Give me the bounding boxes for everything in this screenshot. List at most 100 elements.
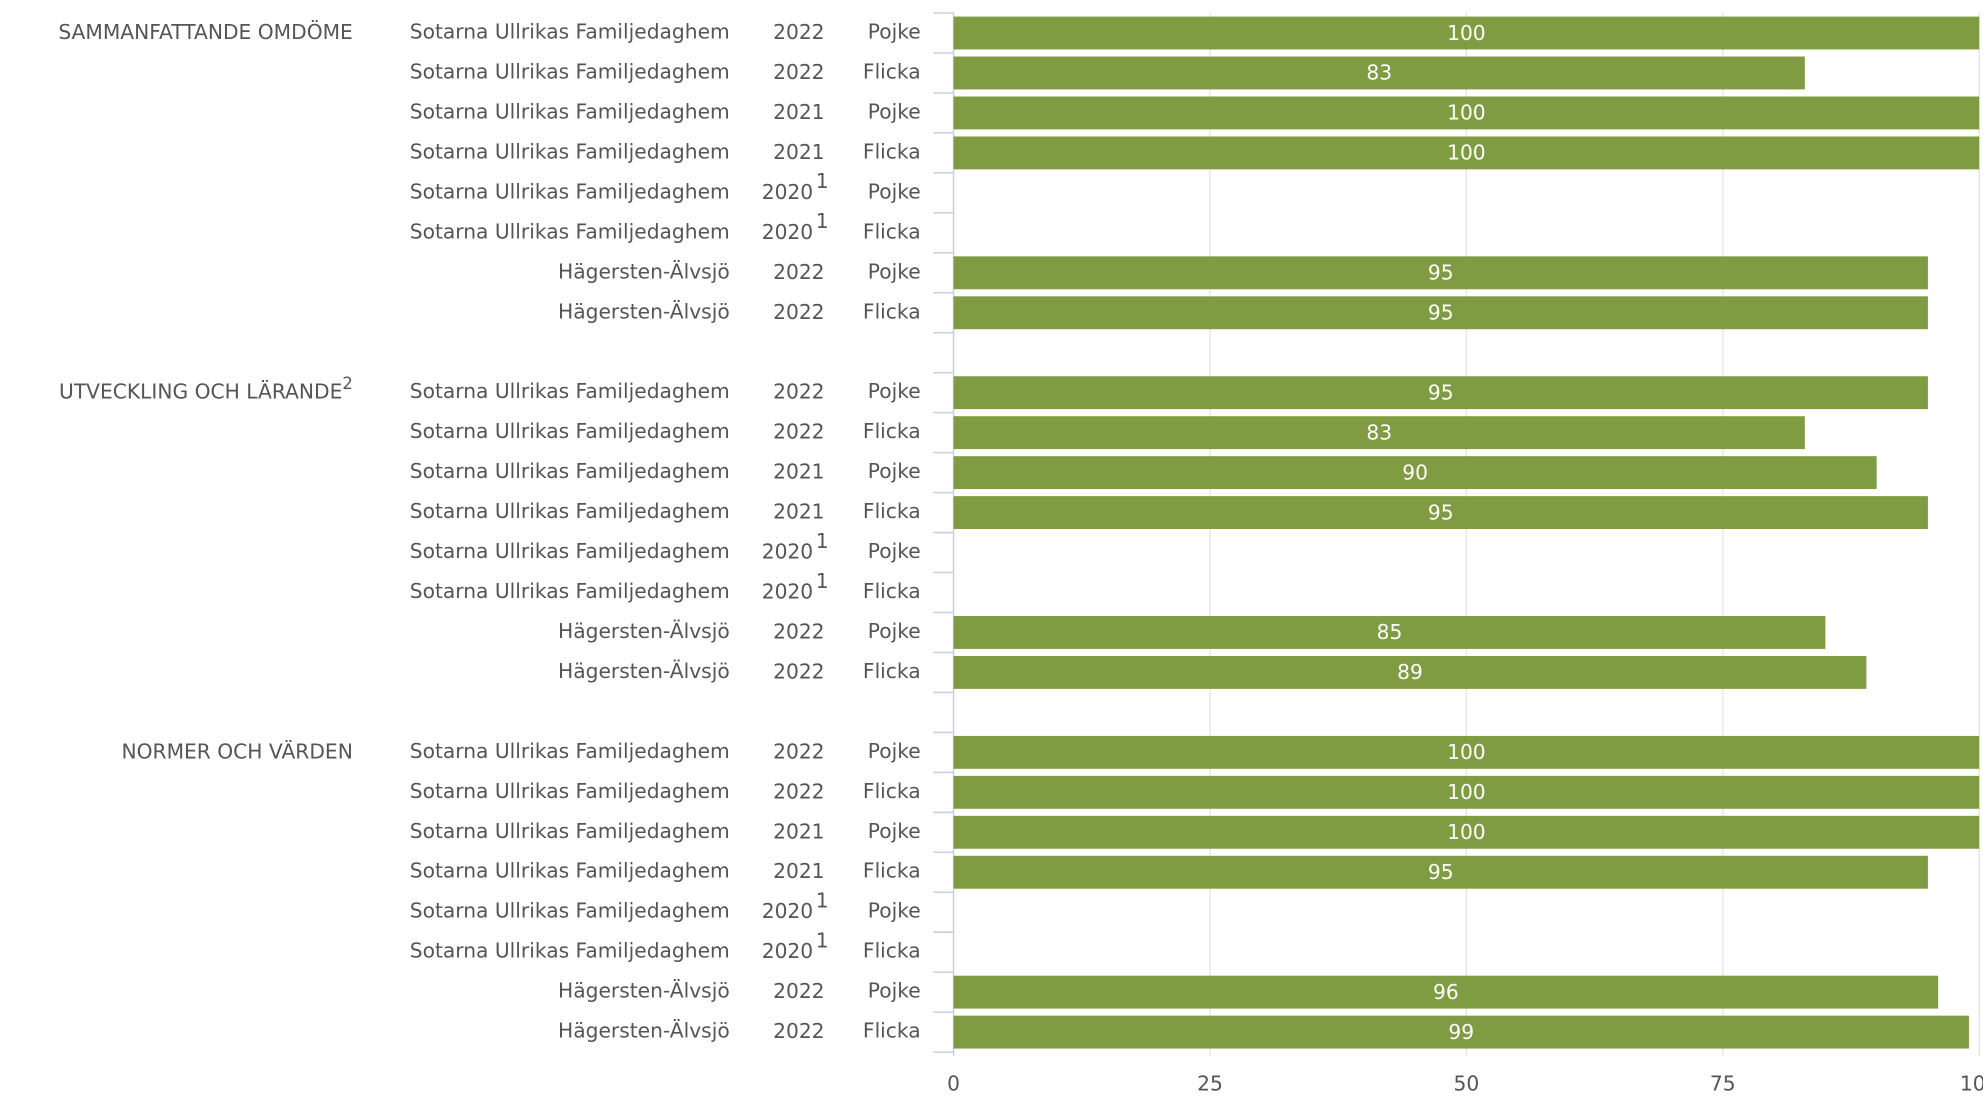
value-label: 89: [1397, 660, 1423, 684]
bar: [953, 735, 1980, 769]
year: 2022: [773, 619, 824, 643]
group-name: NORMER OCH VÄRDEN: [121, 739, 352, 763]
year: 2021: [773, 99, 824, 123]
gender-label: Flicka: [863, 579, 921, 603]
gender-label: Pojke: [868, 99, 921, 123]
value-label: 83: [1366, 61, 1392, 85]
year: 2021: [773, 819, 824, 843]
group-label: SAMMANFATTANDE OMDÖME: [58, 20, 352, 44]
group-label: UTVECKLING OCH LÄRANDE2: [59, 373, 353, 403]
year-note: 1: [816, 209, 829, 233]
value-label: 100: [1447, 820, 1486, 844]
year: 2020: [762, 179, 813, 203]
bar: [953, 376, 1928, 410]
year-note: 1: [816, 569, 829, 593]
unit-label: Hägersten-Älvsjö: [558, 619, 730, 643]
year-label: 2022: [773, 419, 824, 443]
unit-label: Sotarna Ullrikas Familjedaghem: [410, 539, 730, 563]
year-note: 1: [816, 889, 829, 913]
group-label: NORMER OCH VÄRDEN: [121, 739, 352, 763]
year-label: 2022: [773, 59, 824, 83]
year-label: 2020: [762, 219, 813, 243]
year: 2021: [773, 139, 824, 163]
bar: [953, 655, 1867, 689]
gender-label: Pojke: [868, 259, 921, 283]
unit-label: Sotarna Ullrikas Familjedaghem: [410, 779, 730, 803]
value-label: 100: [1447, 141, 1486, 165]
year: 2022: [773, 659, 824, 683]
value-label: 90: [1402, 460, 1428, 484]
year-label: 2022: [773, 379, 824, 403]
bar: [953, 855, 1928, 889]
year-label: 2020: [762, 899, 813, 923]
value-label: 83: [1366, 420, 1392, 444]
x-tick-label: 0: [947, 1072, 960, 1096]
year: 2022: [773, 419, 824, 443]
year: 2020: [762, 899, 813, 923]
gender-label: Pojke: [868, 179, 921, 203]
gender-label: Pojke: [868, 379, 921, 403]
year-label: 2022: [773, 779, 824, 803]
unit-label: Sotarna Ullrikas Familjedaghem: [410, 419, 730, 443]
labels: 0 25 50 75 100 SAMMANFATTANDE OMDÖME Sotarna U…: [58, 20, 1983, 1096]
year-label: 2022: [773, 259, 824, 283]
year-note: 1: [816, 929, 829, 953]
bar: [953, 296, 1928, 330]
x-tick-label: 100: [1960, 1072, 1983, 1096]
unit-label: Sotarna Ullrikas Familjedaghem: [410, 499, 730, 523]
bar: [953, 775, 1980, 809]
gender-label: Pojke: [868, 459, 921, 483]
unit-label: Sotarna Ullrikas Familjedaghem: [410, 59, 730, 83]
year-label: 2022: [773, 20, 824, 44]
gender-label: Pojke: [868, 20, 921, 44]
year-label: 2020: [762, 579, 813, 603]
year-label: 2022: [773, 979, 824, 1003]
unit-label: Sotarna Ullrikas Familjedaghem: [410, 939, 730, 963]
gender-label: Pojke: [868, 619, 921, 643]
bar: [953, 416, 1805, 450]
year-note: 1: [816, 169, 829, 193]
year-label: 2021: [773, 819, 824, 843]
value-label: 96: [1433, 980, 1459, 1004]
gender-label: Flicka: [863, 419, 921, 443]
unit-label: Hägersten-Älvsjö: [558, 259, 730, 283]
bar: [953, 16, 1980, 50]
bar: [953, 256, 1928, 290]
year: 2022: [773, 979, 824, 1003]
year: 2022: [773, 259, 824, 283]
year: 2020: [762, 939, 813, 963]
unit-label: Sotarna Ullrikas Familjedaghem: [410, 139, 730, 163]
value-label: 95: [1428, 500, 1454, 524]
bar: [953, 96, 1980, 130]
gender-label: Flicka: [863, 499, 921, 523]
year: 2020: [762, 579, 813, 603]
year-label: 2021: [773, 99, 824, 123]
year-label: 2021: [773, 499, 824, 523]
bar: [953, 136, 1980, 170]
group-name: UTVECKLING OCH LÄRANDE: [59, 379, 342, 403]
unit-label: Sotarna Ullrikas Familjedaghem: [410, 579, 730, 603]
value-label: 95: [1428, 301, 1454, 325]
year: 2022: [773, 299, 824, 323]
value-label: 100: [1447, 780, 1486, 804]
year: 2022: [773, 59, 824, 83]
bar: [953, 975, 1939, 1009]
unit-label: Sotarna Ullrikas Familjedaghem: [410, 459, 730, 483]
value-label: 100: [1447, 21, 1486, 45]
bar: [953, 815, 1980, 849]
gender-label: Pojke: [868, 739, 921, 763]
year-label: 2022: [773, 299, 824, 323]
year: 2021: [773, 859, 824, 883]
gender-label: Pojke: [868, 899, 921, 923]
group-name: SAMMANFATTANDE OMDÖME: [58, 20, 352, 44]
unit-label: Sotarna Ullrikas Familjedaghem: [410, 819, 730, 843]
year: 2020: [762, 539, 813, 563]
year-label: 2020: [762, 939, 813, 963]
bar: [953, 56, 1805, 90]
gender-label: Flicka: [863, 299, 921, 323]
year: 2021: [773, 499, 824, 523]
gender-label: Pojke: [868, 979, 921, 1003]
value-label: 85: [1377, 620, 1403, 644]
gender-label: Pojke: [868, 819, 921, 843]
